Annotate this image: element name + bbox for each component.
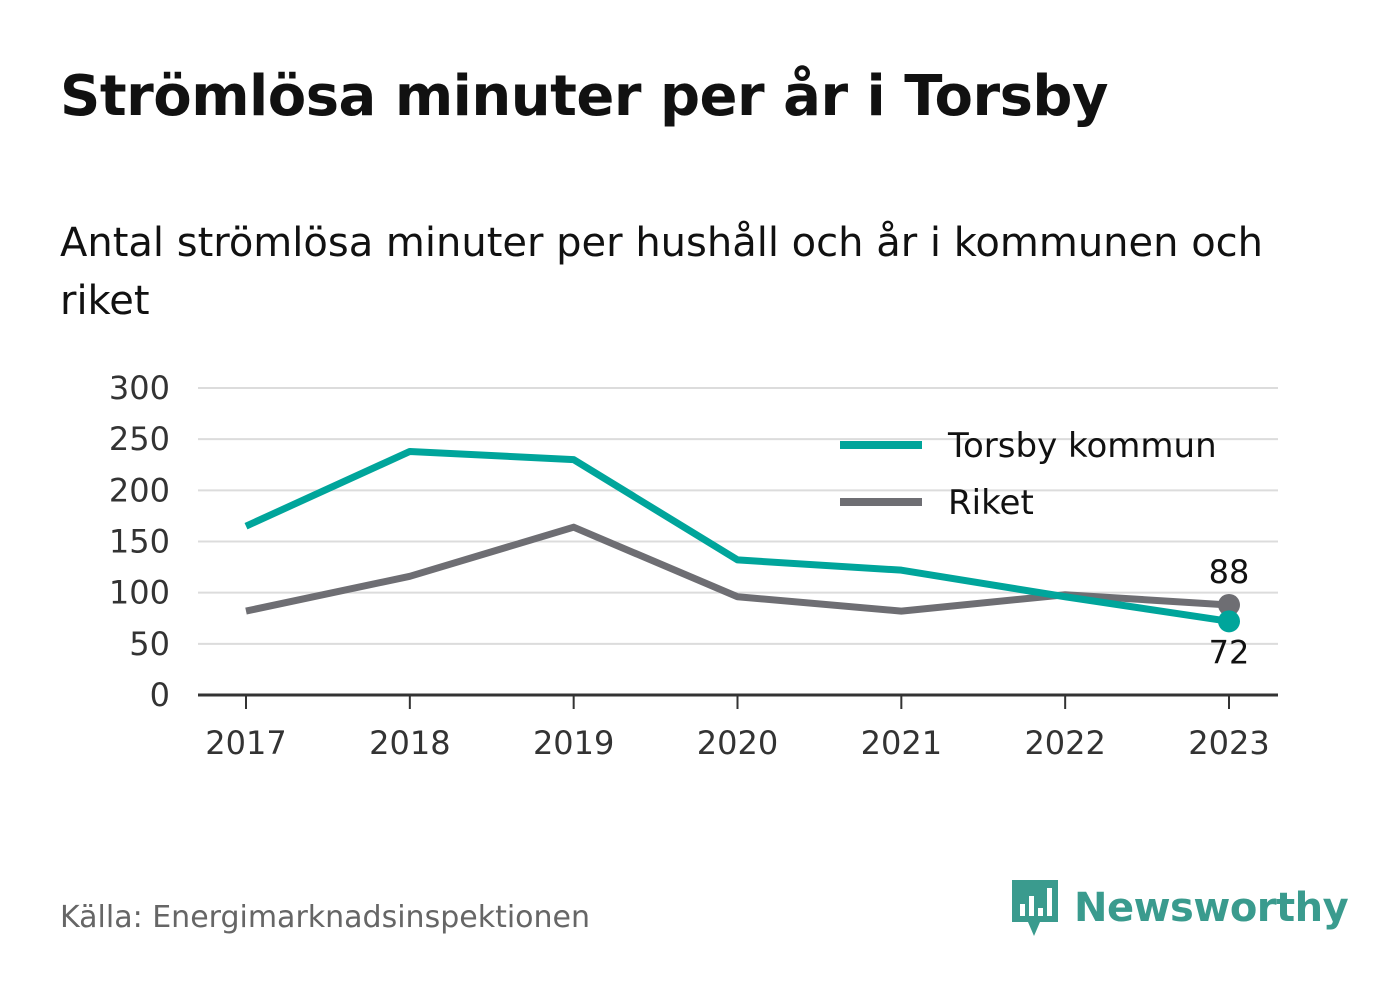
newsworthy-logo-icon (1012, 880, 1058, 936)
end-point-0 (1218, 610, 1240, 633)
brand-name: Newsworthy (1074, 885, 1349, 931)
end-point-1 (1218, 593, 1240, 616)
x-tick-label: 2021 (861, 724, 942, 762)
chart-title: Strömlösa minuter per år i Torsby (60, 64, 1109, 129)
legend-label-0: Torsby kommun (947, 426, 1217, 466)
x-axis: 2017 2018 2019 2020 2021 2022 2023 (198, 693, 1278, 762)
x-tick-label: 2022 (1024, 724, 1105, 762)
x-tick-label: 2019 (533, 724, 614, 762)
y-tick-label: 100 (109, 574, 170, 612)
x-tick-label: 2020 (697, 724, 778, 762)
y-tick-label: 300 (109, 369, 170, 407)
x-tick-label: 2023 (1188, 724, 1269, 762)
legend: Torsby kommun Riket (840, 426, 1217, 523)
y-tick-label: 0 (150, 676, 170, 714)
y-tick-label: 50 (129, 625, 170, 663)
x-tick-label: 2017 (205, 724, 286, 762)
x-tick-label: 2018 (369, 724, 450, 762)
source-note: Källa: Energimarknadsinspektionen (60, 900, 591, 935)
chart-subtitle: Antal strömlösa minuter per hushåll och … (60, 220, 1264, 324)
legend-label-1: Riket (948, 483, 1034, 523)
series-lines: 88 72 (244, 447, 1250, 671)
end-value-label-1: 88 (1209, 553, 1250, 591)
y-tick-label: 150 (109, 523, 170, 561)
y-tick-label: 200 (109, 471, 170, 509)
y-axis-ticks: 0 50 100 150 200 250 300 (109, 369, 170, 714)
end-value-label-0: 72 (1209, 633, 1250, 671)
series-line-0 (244, 447, 1230, 625)
brand-logo: Newsworthy (1010, 878, 1349, 938)
grid-lines (198, 387, 1278, 645)
y-tick-label: 250 (109, 420, 170, 458)
